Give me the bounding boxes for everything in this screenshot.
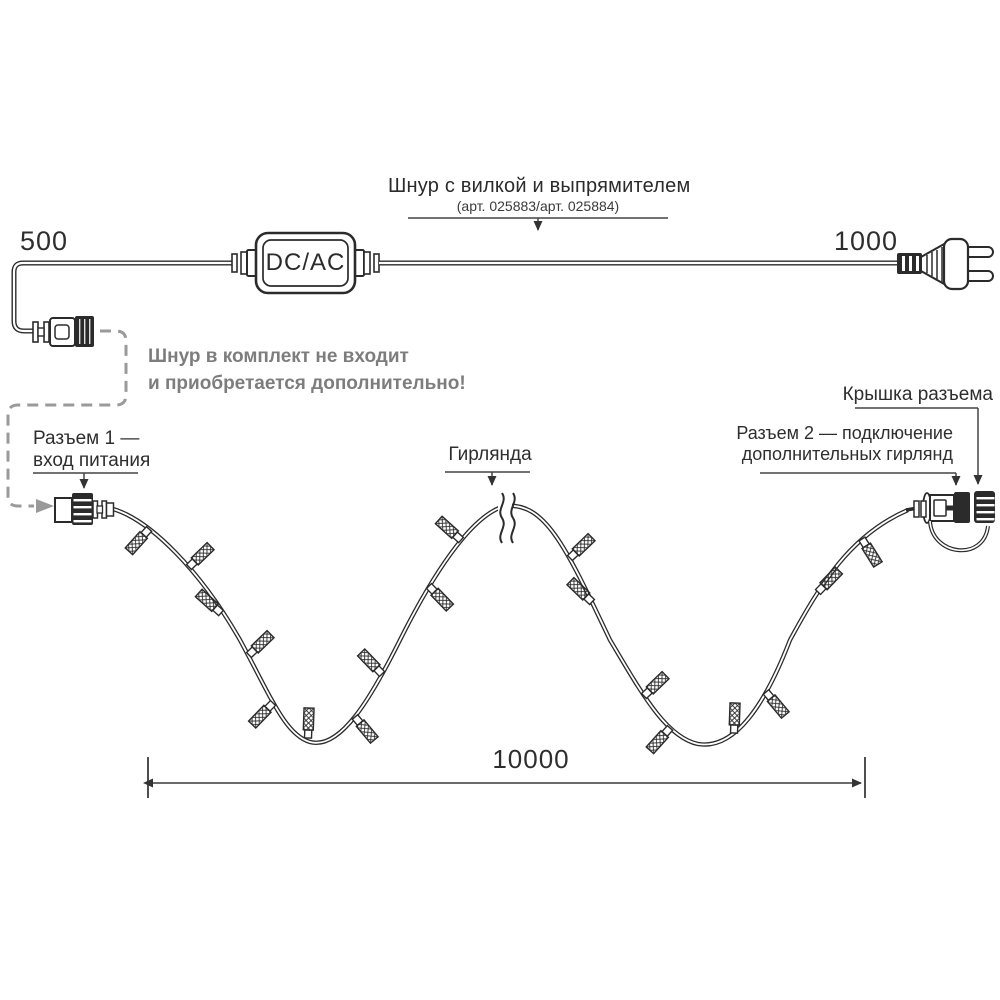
garland-bulb-icon xyxy=(761,688,790,719)
garland-bulb-icon xyxy=(184,541,215,572)
garland-bulb-icon xyxy=(434,515,466,545)
connector-cap xyxy=(974,491,995,523)
garland-bulb-icon xyxy=(356,648,387,679)
connector-2 xyxy=(905,492,990,553)
break-symbol xyxy=(498,492,516,546)
cord-title-pointer xyxy=(408,217,668,231)
note-line-1: Шнур в комплект не входит xyxy=(148,346,409,367)
connector2-label-line2: дополнительных гирлянд xyxy=(741,444,953,464)
connector1-label: Разъем 1 — вход питания xyxy=(33,428,150,472)
cap-label: Крышка разъема xyxy=(842,384,993,405)
dimension-left-cord: 500 xyxy=(20,226,69,256)
dimension-right-cord: 1000 xyxy=(834,226,899,256)
garland-label: Гирлянда xyxy=(448,444,532,465)
power-plug-icon xyxy=(897,237,994,291)
note-line-2: и приобретается дополнительно! xyxy=(148,373,466,394)
cap-pointer xyxy=(855,407,983,485)
connector1-label-line2: вход питания xyxy=(33,450,151,471)
connector2-pointer xyxy=(760,472,961,486)
garland-bulb-icon xyxy=(645,723,675,755)
dashed-route xyxy=(6,329,128,513)
dashed-arrow-icon xyxy=(36,499,54,513)
power-cord-left-500 xyxy=(11,260,234,334)
garland-bulb-icon xyxy=(247,698,278,729)
cord-subtitle: (арт. 025883/арт. 025884) xyxy=(456,198,620,214)
connector-1 xyxy=(54,493,115,525)
garland-bulb-icon xyxy=(565,532,596,563)
garland-bulb-icon xyxy=(857,535,883,568)
garland-bulb-icon xyxy=(302,707,315,739)
not-included-note: Шнур в комплект не входит и приобретаетс… xyxy=(148,343,466,397)
garland-bulb-icon xyxy=(424,581,455,612)
cord-title: Шнур с вилкой и выпрямителем xyxy=(388,175,691,197)
connector2-label: Разъем 2 — подключение дополнительных ги… xyxy=(713,423,953,465)
garland-bulb-icon xyxy=(350,713,379,744)
dcac-adapter-box xyxy=(231,231,380,295)
adapter-label: DC/AC xyxy=(265,249,346,276)
garland-bulb-icon xyxy=(244,629,275,660)
connector1-pointer xyxy=(33,472,138,489)
garland-bulb-icon xyxy=(813,566,844,597)
garland-pointer xyxy=(445,471,530,486)
connector2-label-line1: Разъем 2 — подключение xyxy=(736,423,953,443)
dimension-10000 xyxy=(143,757,866,798)
garland-bulb-icon xyxy=(639,670,670,701)
dimension-garland-length: 10000 xyxy=(492,744,570,774)
connector1-label-line1: Разъем 1 — xyxy=(33,428,140,449)
cord-end-connector xyxy=(32,316,94,347)
garland-bulb-icon xyxy=(124,524,154,556)
